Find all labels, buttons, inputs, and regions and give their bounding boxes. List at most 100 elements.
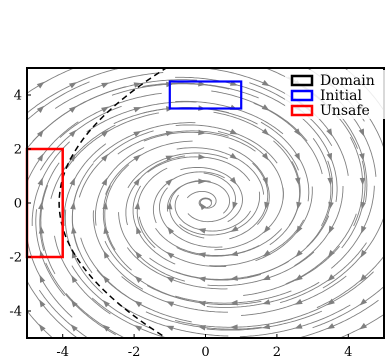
stream-arrow xyxy=(103,275,110,284)
stream-arrow xyxy=(37,177,43,186)
stream-arrow xyxy=(360,201,366,210)
streamline xyxy=(176,147,265,195)
stream-arrow xyxy=(294,323,303,329)
legend-label-domain: Domain xyxy=(320,73,375,89)
streamline xyxy=(45,262,116,336)
stream-arrow xyxy=(166,201,173,210)
stream-arrow xyxy=(166,251,175,259)
x-tick-label: 0 xyxy=(201,345,209,360)
stream-arrow xyxy=(38,226,45,234)
stream-arrow xyxy=(197,300,206,307)
streamline xyxy=(174,194,251,232)
stream-arrow xyxy=(36,129,44,138)
stream-arrow xyxy=(133,130,142,137)
y-tick-label: 2 xyxy=(14,143,22,158)
stream-arrow xyxy=(359,177,366,186)
stream-arrow xyxy=(39,274,46,283)
streamline xyxy=(209,219,304,267)
stream-arrow xyxy=(38,323,46,332)
stream-arrow xyxy=(166,325,175,332)
stream-arrow xyxy=(102,300,110,308)
stream-arrow xyxy=(327,298,335,306)
stream-arrow xyxy=(39,299,46,308)
streamline xyxy=(138,216,227,268)
stream-arrow xyxy=(229,128,238,135)
initial-region xyxy=(168,80,243,110)
streamline xyxy=(152,171,225,224)
axis-ticks: -4 -2 0 2 4 4 2 0 -2 -4 xyxy=(9,89,352,361)
stream-arrow xyxy=(101,106,109,113)
stream-arrow xyxy=(229,176,237,185)
streamline xyxy=(126,247,228,290)
stream-arrow xyxy=(71,226,77,234)
stream-arrow xyxy=(101,154,109,162)
stream-arrow xyxy=(165,130,174,137)
streamline xyxy=(187,172,236,223)
barrier-curve xyxy=(58,68,168,338)
stream-arrow xyxy=(261,152,269,161)
stream-arrow xyxy=(136,226,142,235)
stream-arrow xyxy=(261,128,270,136)
streamline xyxy=(243,245,340,296)
streamline xyxy=(143,131,256,152)
streamline xyxy=(285,213,357,285)
stream-arrow xyxy=(326,128,333,137)
streamline xyxy=(104,240,190,302)
stream-arrow xyxy=(328,225,335,234)
streamline xyxy=(338,313,384,338)
stream-arrow xyxy=(198,228,206,234)
streamline xyxy=(136,167,168,249)
stream-arrow xyxy=(68,82,77,89)
stream-arrow xyxy=(68,129,77,138)
stream-arrow xyxy=(359,298,368,306)
stream-arrow xyxy=(358,128,365,137)
stream-arrow xyxy=(167,226,175,235)
stream-arrow xyxy=(360,249,367,258)
streamline xyxy=(64,209,104,294)
stream-arrow xyxy=(36,81,45,89)
x-tick-label: 4 xyxy=(344,345,352,360)
stream-arrow xyxy=(295,249,303,258)
streamline xyxy=(301,117,338,202)
x-tick-label: -2 xyxy=(128,345,141,360)
legend-swatch-initial xyxy=(290,89,314,102)
stream-arrow xyxy=(359,274,368,282)
stream-arrow xyxy=(68,106,77,113)
stream-arrow xyxy=(327,249,335,258)
streamline xyxy=(316,255,384,309)
stream-arrow xyxy=(134,201,141,210)
x-tick-label: 2 xyxy=(273,345,281,360)
y-tick-label: -4 xyxy=(9,305,22,320)
stream-arrow xyxy=(165,178,173,186)
stream-arrows xyxy=(36,79,368,332)
stream-arrow xyxy=(198,178,206,185)
stream-arrow xyxy=(166,301,175,307)
streamline xyxy=(217,131,284,200)
streamline xyxy=(180,166,243,223)
stream-arrow xyxy=(197,252,206,258)
stream-arrow xyxy=(102,324,110,332)
x-tick-label: -4 xyxy=(56,345,69,360)
streamline xyxy=(96,269,192,323)
stream-arrow xyxy=(230,250,239,257)
stream-arrow xyxy=(198,153,206,160)
stream-arrow xyxy=(326,323,335,330)
stream-arrow xyxy=(197,276,206,282)
stream-arrow xyxy=(293,128,301,137)
streamline xyxy=(118,303,229,337)
stream-arrow xyxy=(102,201,108,210)
streamline xyxy=(312,285,384,329)
stream-arrow xyxy=(135,251,143,259)
stream-arrow xyxy=(262,177,268,186)
stream-arrow xyxy=(230,299,238,306)
stream-arrow xyxy=(103,226,109,234)
streamline xyxy=(27,68,76,94)
legend-label-unsafe: Unsafe xyxy=(320,103,370,119)
stream-arrow xyxy=(262,250,271,257)
stream-arrow xyxy=(38,201,44,210)
stream-arrow xyxy=(294,298,303,305)
stream-arrow xyxy=(263,225,271,234)
streamline xyxy=(71,265,155,330)
